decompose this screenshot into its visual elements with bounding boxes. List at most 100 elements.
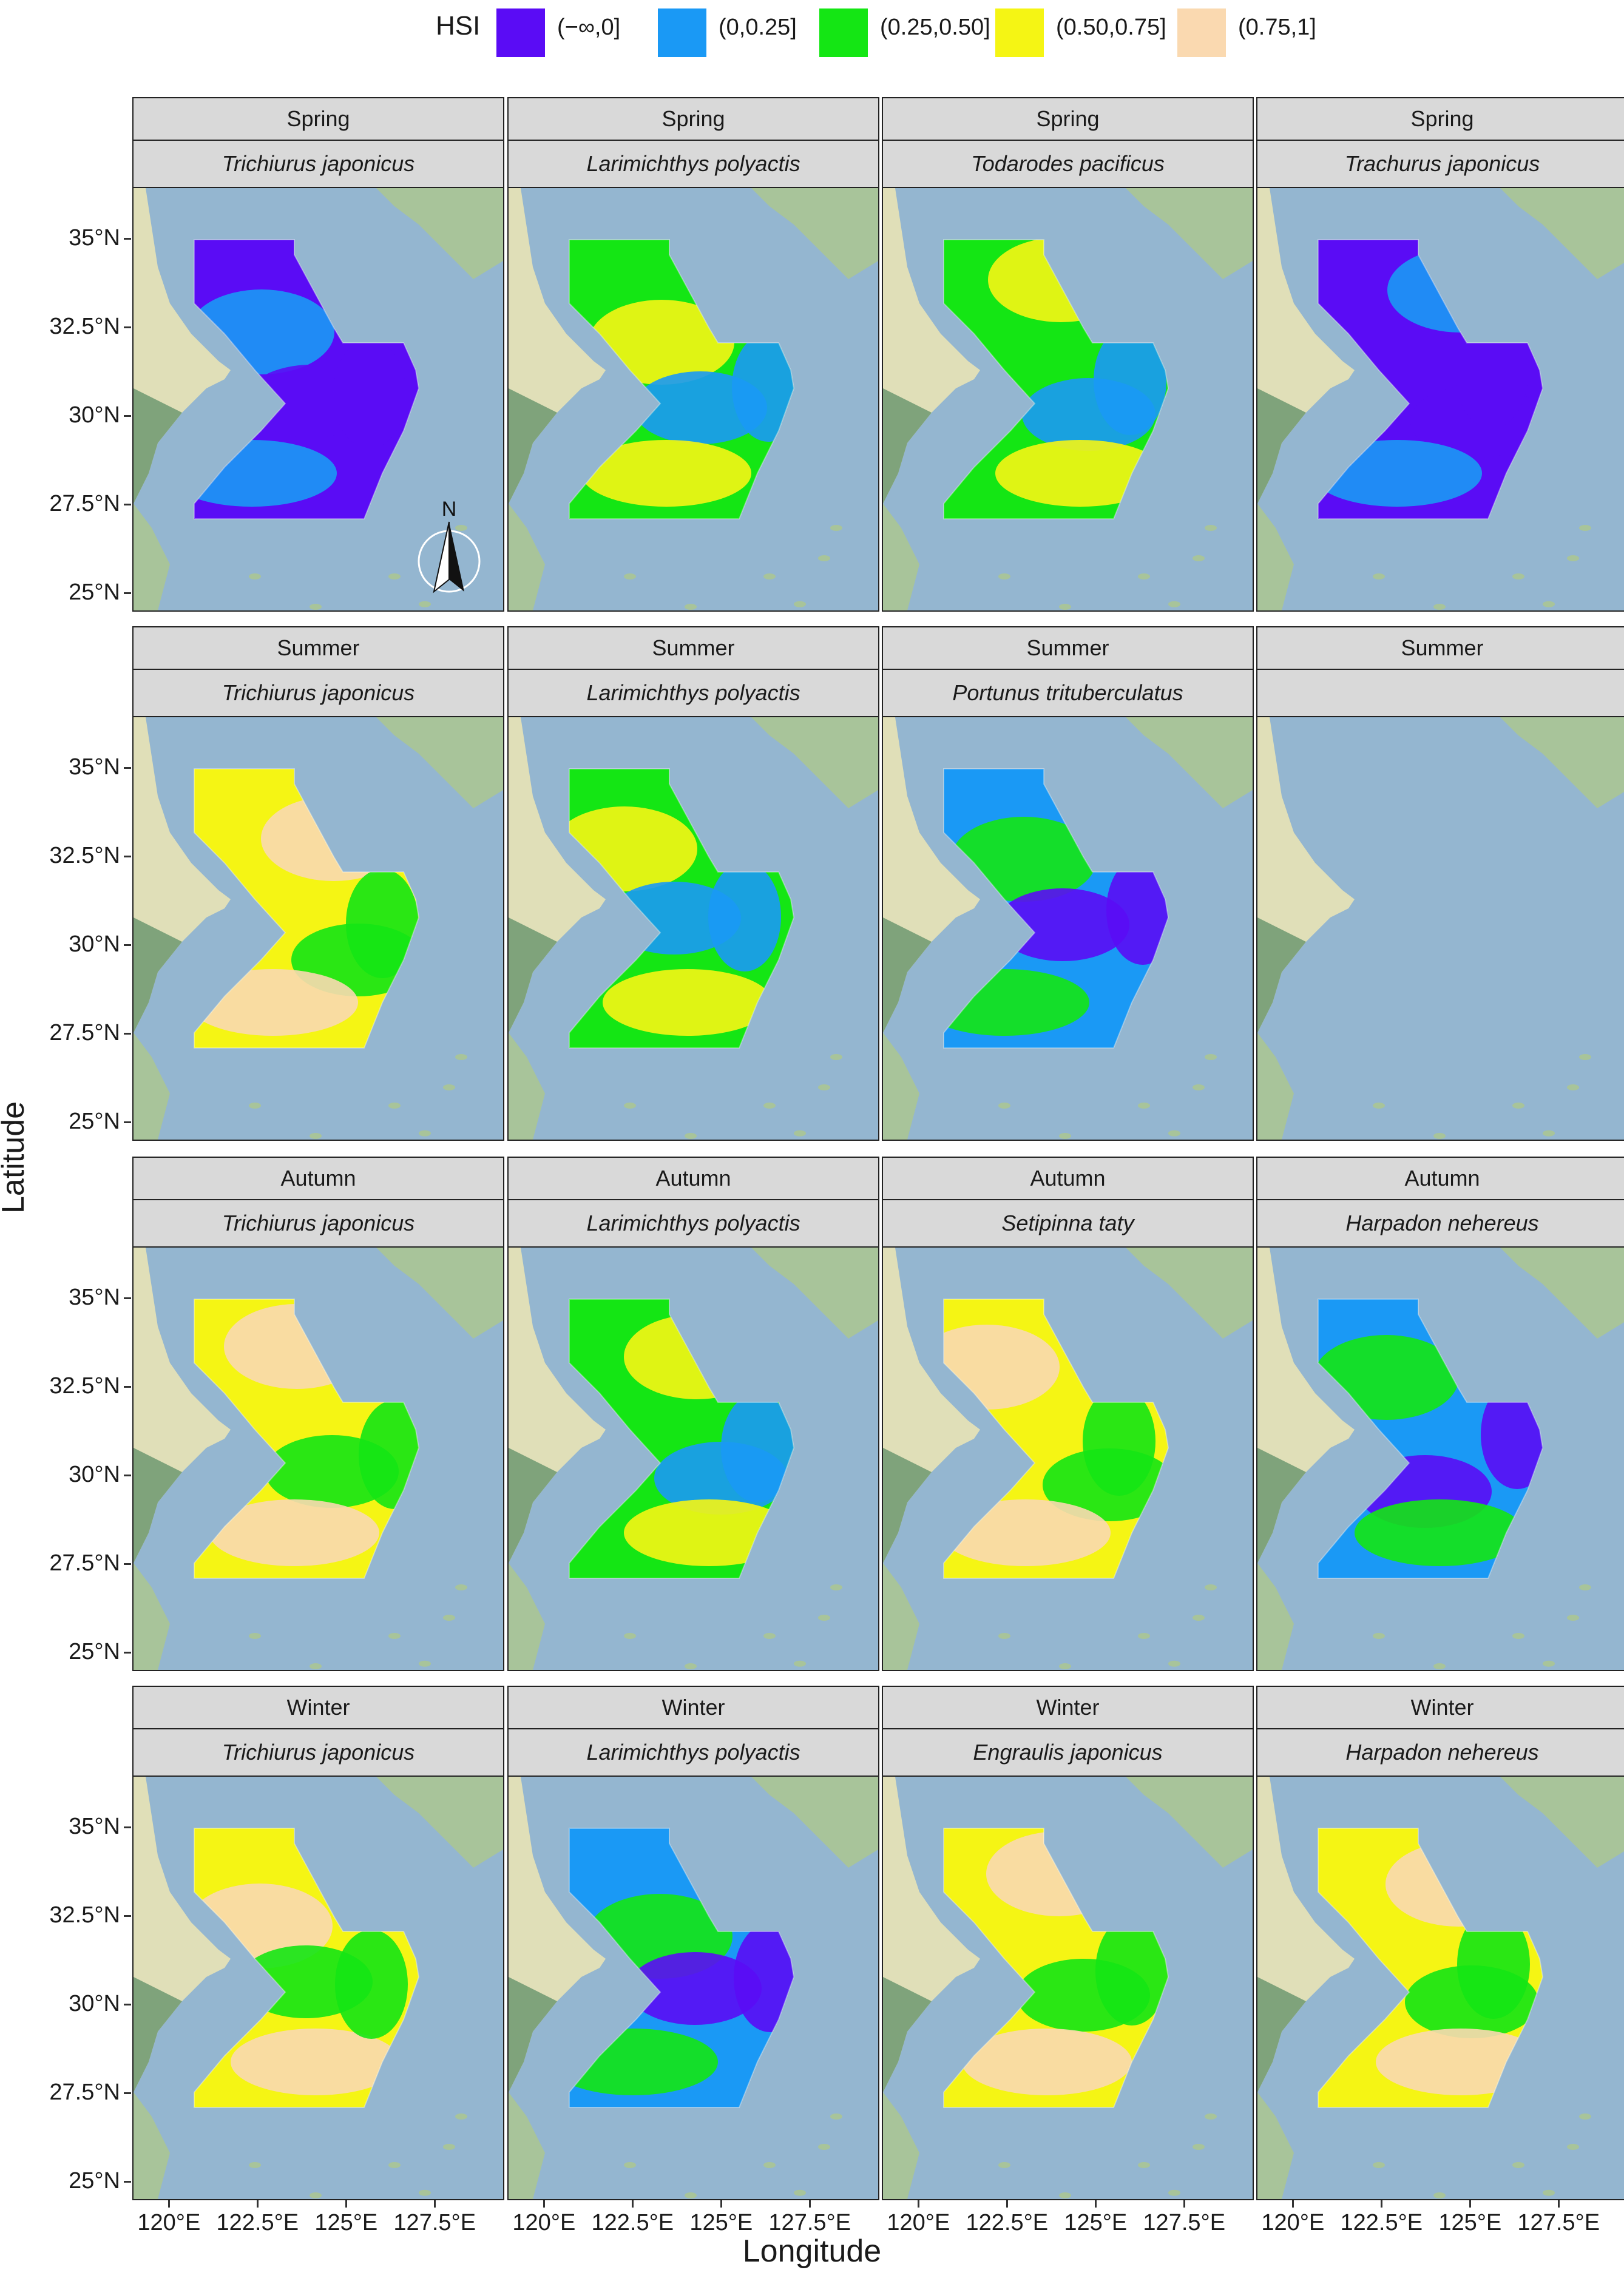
island xyxy=(388,1103,401,1109)
y-tick-mark xyxy=(124,326,131,329)
season-strip: Winter xyxy=(132,1686,504,1729)
island xyxy=(763,573,776,579)
species-strip: Setipinna taty xyxy=(882,1199,1254,1248)
island xyxy=(763,2162,776,2168)
korea-peninsula xyxy=(1126,717,1253,808)
korea-peninsula xyxy=(1126,188,1253,279)
mainland-hills xyxy=(883,1448,932,1563)
x-tick-label: 127.5°E xyxy=(1143,2210,1226,2235)
island xyxy=(1059,1133,1071,1139)
korea-peninsula xyxy=(376,717,503,808)
mainland-hills xyxy=(134,1977,182,2092)
island xyxy=(1168,601,1180,607)
x-tick-mark xyxy=(1006,2200,1009,2208)
x-tick-mark xyxy=(1558,2200,1560,2208)
y-tick-mark xyxy=(124,1826,131,1829)
study-area-outline xyxy=(194,768,420,1049)
x-tick-label: 125°E xyxy=(1438,2210,1502,2235)
x-tick-mark xyxy=(1095,2200,1097,2208)
y-tick-mark xyxy=(124,2092,131,2094)
species-strip: Trichiurus japonicus xyxy=(132,1728,504,1777)
korea-peninsula xyxy=(751,188,878,279)
y-tick-label: 25°N xyxy=(69,1108,120,1134)
island xyxy=(249,2162,261,2168)
y-tick-label: 35°N xyxy=(69,754,120,780)
season-strip: Spring xyxy=(132,97,504,141)
hsi-contour-patch xyxy=(581,440,751,507)
x-tick-label: 120°E xyxy=(137,2210,201,2235)
island xyxy=(310,2192,322,2198)
mainland-hills xyxy=(509,1448,557,1563)
x-axis-label: Longitude xyxy=(742,2234,882,2269)
mainland-hills xyxy=(883,917,932,1033)
legend-label: (0.25,0.50] xyxy=(880,15,990,40)
mainland-hills xyxy=(1257,917,1306,1033)
island xyxy=(818,1615,830,1621)
island xyxy=(1168,1130,1180,1137)
hsi-contour-patch xyxy=(708,862,781,971)
y-tick-mark xyxy=(124,592,131,594)
x-tick-label: 122.5°E xyxy=(591,2210,674,2235)
season-strip: Autumn xyxy=(132,1157,504,1200)
hsi-contour-patch xyxy=(603,969,773,1036)
island xyxy=(1579,2113,1591,2120)
island xyxy=(624,1103,636,1109)
study-area-outline xyxy=(194,1828,420,2108)
island xyxy=(624,573,636,579)
north-arrow-icon: N xyxy=(418,498,481,593)
mainland-hills xyxy=(1257,1977,1306,2092)
island xyxy=(1059,604,1071,610)
island xyxy=(1373,1633,1385,1639)
island xyxy=(830,525,842,531)
study-area-outline xyxy=(943,1828,1169,2108)
island xyxy=(794,1660,806,1667)
y-tick-mark xyxy=(124,503,131,505)
y-tick-mark xyxy=(124,1121,131,1123)
mainland-hills xyxy=(509,917,557,1033)
island xyxy=(998,1103,1010,1109)
island xyxy=(1138,1103,1150,1109)
hsi-map xyxy=(882,716,1254,1141)
island xyxy=(1168,1660,1180,1667)
island xyxy=(1059,2192,1071,2198)
island xyxy=(794,2189,806,2196)
legend-label: (0.50,0.75] xyxy=(1056,15,1166,40)
species-strip: Larimichthys polyactis xyxy=(507,669,879,717)
mainland-hills xyxy=(1257,388,1306,504)
island xyxy=(830,1584,842,1590)
island xyxy=(794,601,806,607)
island xyxy=(1567,2144,1579,2150)
mainland-south xyxy=(1257,1563,1294,1670)
korea-peninsula xyxy=(1500,717,1624,808)
species-strip: Trachurus japonicus xyxy=(1256,140,1624,188)
island xyxy=(830,1054,842,1060)
korea-peninsula xyxy=(1500,188,1624,279)
hsi-contour-patch xyxy=(1083,1387,1155,1496)
hsi-map xyxy=(1256,1776,1624,2200)
hsi-contour-patch xyxy=(1094,326,1166,435)
island xyxy=(1059,1663,1071,1669)
x-tick-mark xyxy=(1292,2200,1294,2208)
island xyxy=(1579,1584,1591,1590)
season-strip: Summer xyxy=(132,626,504,670)
season-strip: Autumn xyxy=(882,1157,1254,1200)
korea-peninsula xyxy=(751,1777,878,1868)
species-strip: Larimichthys polyactis xyxy=(507,140,879,188)
hsi-contour-patch xyxy=(1455,319,1528,428)
y-tick-mark xyxy=(124,1032,131,1035)
season-strip: Spring xyxy=(1256,97,1624,141)
island xyxy=(1193,1615,1205,1621)
island xyxy=(1512,1103,1524,1109)
species-strip: Trichiurus japonicus xyxy=(132,669,504,717)
hsi-contour-patch xyxy=(231,2029,401,2095)
hsi-map xyxy=(132,1776,504,2200)
island xyxy=(310,1663,322,1669)
season-strip: Summer xyxy=(1256,626,1624,670)
hsi-map xyxy=(1256,716,1624,1141)
season-strip: Summer xyxy=(882,626,1254,670)
mainland-hills xyxy=(509,1977,557,2092)
island xyxy=(1543,1660,1555,1667)
x-tick-mark xyxy=(632,2200,634,2208)
study-area-outline xyxy=(943,1299,1169,1579)
species-strip: Todarodes pacificus xyxy=(882,140,1254,188)
